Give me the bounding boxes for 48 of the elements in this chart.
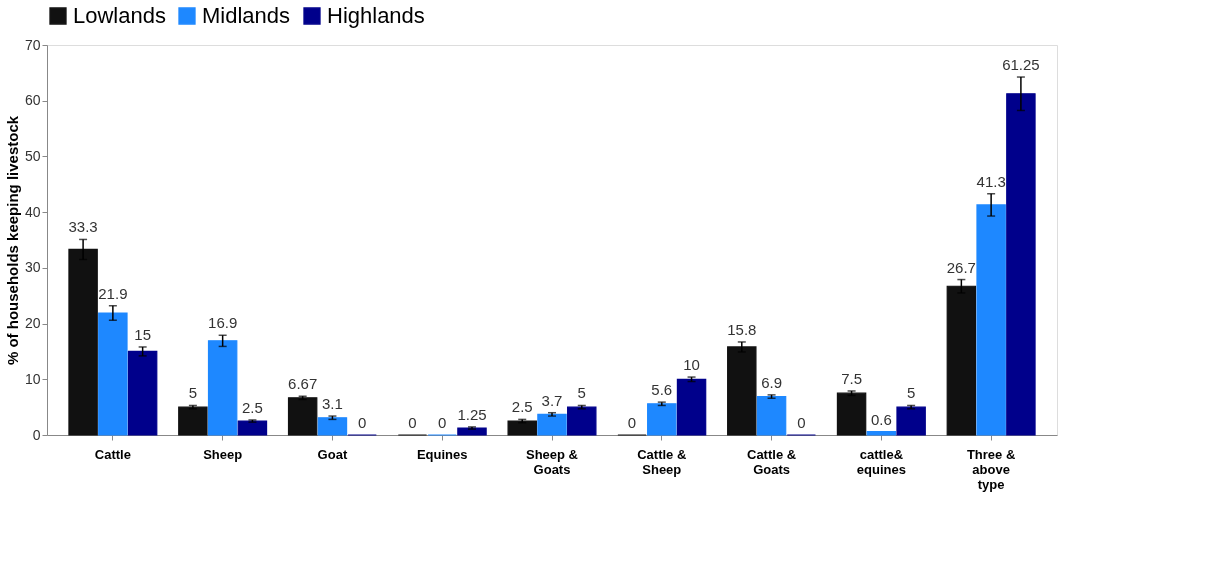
y-tick-label: 30 <box>24 259 41 276</box>
x-tick-label: Sheep <box>203 446 243 462</box>
data-label: 16.9 <box>208 314 238 332</box>
data-label: 3.7 <box>541 391 563 409</box>
y-tick-label: 60 <box>24 92 41 109</box>
data-label: 26.7 <box>946 258 976 276</box>
data-label: 5 <box>577 384 586 402</box>
legend-label: Highlands <box>327 3 425 28</box>
data-label: 3.1 <box>322 395 343 413</box>
data-label: 0.6 <box>870 410 892 428</box>
data-label: 6.9 <box>761 373 782 391</box>
x-tick-label: Goat <box>317 446 348 462</box>
y-axis-title: % of households keeping livestock <box>3 115 21 366</box>
data-label: 33.3 <box>68 218 98 236</box>
legend-label: Lowlands <box>73 3 166 28</box>
x-tick-label: Three & above type <box>966 446 1016 492</box>
data-label: 0 <box>408 414 417 431</box>
data-label: 7.5 <box>841 369 863 387</box>
x-tick-label: Cattle <box>94 446 131 462</box>
data-label: 15.8 <box>727 320 757 338</box>
data-label: 0 <box>627 414 637 431</box>
y-tick-label: 70 <box>24 36 41 53</box>
data-label: 5 <box>188 384 198 402</box>
data-label: 0 <box>797 414 806 431</box>
data-label: 2.5 <box>241 398 263 416</box>
x-tick-label: Sheep & Goats <box>525 446 579 477</box>
data-label: 10 <box>683 356 700 374</box>
y-tick-label: 20 <box>24 315 41 332</box>
data-label: 6.67 <box>288 375 318 393</box>
x-tick-label: Cattle & Goats <box>747 446 797 477</box>
data-label: 41.3 <box>976 172 1006 190</box>
data-label: 2.5 <box>511 398 533 416</box>
x-tick-label: Equines <box>416 446 468 462</box>
x-tick-label: cattle& equines <box>856 446 906 477</box>
data-label: 61.25 <box>1002 56 1040 74</box>
data-label: 1.25 <box>457 405 487 423</box>
data-label: 5 <box>906 384 916 402</box>
data-label: 0 <box>358 414 367 431</box>
data-label: 15 <box>134 325 151 343</box>
data-label: 21.9 <box>98 284 128 302</box>
x-tick-label: Cattle & Sheep <box>637 446 687 477</box>
data-label: 0 <box>438 414 447 431</box>
legend-label: Midlands <box>202 3 291 28</box>
y-tick-label: 10 <box>24 370 41 387</box>
y-tick-label: 50 <box>24 147 41 164</box>
data-label: 5.6 <box>651 381 673 399</box>
y-tick-label: 0 <box>32 426 41 443</box>
y-tick-label: 40 <box>24 203 41 220</box>
